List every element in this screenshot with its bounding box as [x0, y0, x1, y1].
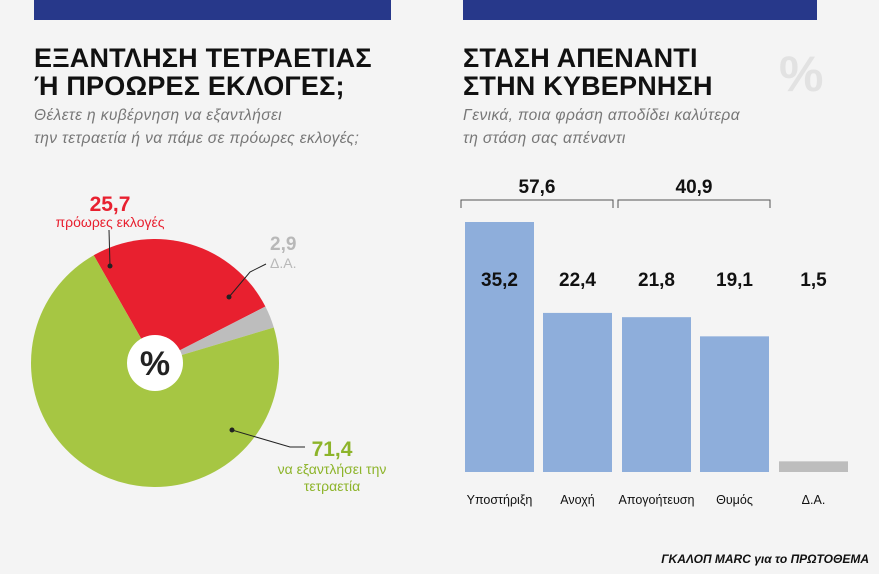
- bar-value-label: 22,4: [559, 270, 596, 291]
- left-title: ΕΞΑΝΤΛΗΣΗ ΤΕΤΡΑΕΤΙΑΣ Ή ΠΡΟΩΡΕΣ ΕΚΛΟΓΕΣ;: [34, 44, 372, 100]
- bar: [622, 317, 691, 472]
- pie-label-text: Δ.Α.: [270, 255, 296, 271]
- right-title: ΣΤΑΣΗ ΑΠΕΝΑΝΤΙ ΣΤΗΝ ΚΥΒΕΡΝΗΣΗ: [463, 44, 713, 100]
- left-header-bar: [34, 0, 391, 20]
- bar: [465, 222, 534, 472]
- left-subtitle-line2: την τετραετία ή να πάμε σε πρόωρες εκλογ…: [34, 130, 360, 147]
- pie-label-text: τετραετία: [304, 478, 360, 494]
- pie-center-circle: [127, 335, 183, 391]
- right-header-bar: [463, 0, 817, 20]
- group-bracket: [460, 199, 614, 208]
- bar-value-label: 1,5: [800, 270, 827, 291]
- pie-leader-line: [231, 429, 305, 448]
- source-credit: ΓΚΑΛΟΠ MARC για το ΠΡΩΤΟΘΕΜΑ: [661, 552, 869, 566]
- pie-slice: [93, 239, 266, 363]
- left-subtitle-line1: Θέλετε η κυβέρνηση να εξαντλήσει: [34, 107, 283, 124]
- bar: [543, 312, 612, 472]
- right-subtitle: Γενικά, ποια φράση αποδίδει καλύτερα τη …: [463, 104, 740, 150]
- pie-center-symbol: %: [140, 345, 170, 383]
- pie-slice: [155, 306, 274, 363]
- right-subtitle-line2: τη στάση σας απέναντι: [463, 130, 626, 147]
- bar-category-label: Απογοήτευση: [619, 493, 695, 507]
- right-subtitle-line1: Γενικά, ποια φράση αποδίδει καλύτερα: [463, 107, 740, 124]
- bar-value-label: 35,2: [481, 270, 518, 291]
- bar-category-label: Υποστήριξη: [467, 493, 533, 507]
- percent-watermark: %: [779, 46, 824, 102]
- bar-value-label: 21,8: [638, 270, 675, 291]
- bar-category-label: Θυμός: [716, 493, 753, 507]
- group-total-label: 40,9: [676, 177, 713, 198]
- left-title-line1: ΕΞΑΝΤΛΗΣΗ ΤΕΤΡΑΕΤΙΑΣ: [34, 43, 372, 73]
- group-total-label: 57,6: [519, 177, 556, 198]
- left-subtitle: Θέλετε η κυβέρνηση να εξαντλήσει την τετ…: [34, 104, 359, 150]
- right-title-line1: ΣΤΑΣΗ ΑΠΕΝΑΝΤΙ: [463, 43, 698, 73]
- pie-label-value: 71,4: [312, 438, 353, 461]
- bar-category-label: Δ.Α.: [802, 493, 826, 507]
- pie-leader-line: [228, 263, 267, 298]
- bar: [700, 336, 769, 472]
- pie-label-value: 2,9: [270, 234, 296, 255]
- left-title-line2: Ή ΠΡΟΩΡΕΣ ΕΚΛΟΓΕΣ;: [34, 71, 345, 101]
- bar-category-label: Ανοχή: [560, 493, 595, 507]
- group-bracket: [617, 199, 771, 208]
- pie-leader-line: [108, 229, 111, 267]
- bar-chart: 35,2 Υποστήριξη 22,4 Ανοχή 21,8 Απογοήτευση 19…: [460, 177, 848, 507]
- bar-value-label: 19,1: [716, 270, 753, 291]
- bar: [779, 461, 848, 472]
- pie-label-text: να εξαντλήσει την: [278, 461, 387, 477]
- pie-label-value: 25,7: [90, 193, 131, 216]
- right-title-line2: ΣΤΗΝ ΚΥΒΕΡΝΗΣΗ: [463, 71, 713, 101]
- pie-label-text: πρόωρες εκλογές: [56, 214, 165, 230]
